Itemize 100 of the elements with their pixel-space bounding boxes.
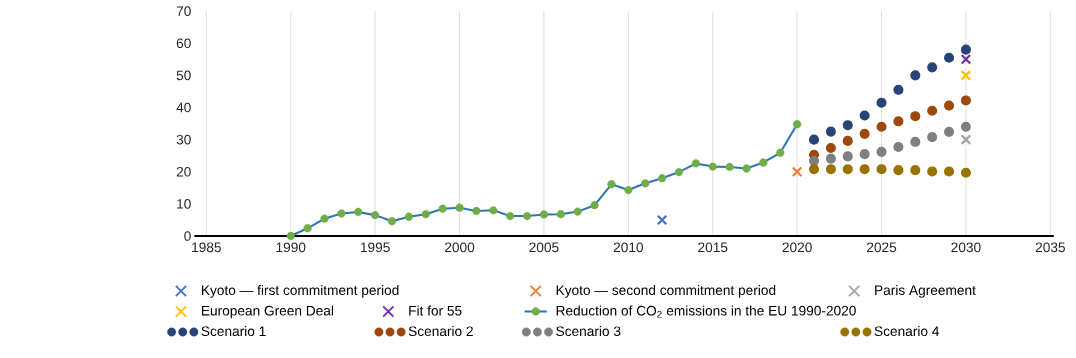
legend-label: Fit for 55 — [409, 305, 462, 316]
y-tick-label: 70 — [176, 6, 191, 16]
legend-label: Kyoto — first commitment period — [201, 284, 399, 298]
point — [708, 162, 717, 171]
point — [556, 209, 565, 219]
point — [438, 204, 447, 213]
point — [539, 210, 549, 219]
point — [691, 159, 700, 168]
point — [876, 164, 887, 175]
point — [387, 216, 397, 226]
point — [960, 121, 971, 132]
point — [842, 151, 853, 162]
point — [641, 179, 650, 188]
point — [489, 206, 498, 215]
point — [893, 84, 904, 95]
point — [656, 214, 668, 226]
point — [808, 164, 820, 175]
point — [725, 162, 734, 171]
point — [927, 166, 938, 177]
point — [842, 164, 853, 175]
point — [910, 110, 921, 122]
point — [455, 203, 464, 212]
point — [371, 210, 380, 220]
point — [808, 155, 820, 166]
point — [337, 209, 346, 218]
point — [825, 142, 836, 153]
point — [657, 173, 667, 183]
point — [859, 110, 870, 121]
x-tick-label: 2015 — [698, 242, 728, 252]
point — [960, 95, 971, 106]
point — [607, 180, 616, 189]
legend-label: Scenario 4 — [874, 325, 940, 336]
point — [927, 105, 938, 116]
point — [960, 134, 972, 145]
point — [960, 53, 972, 65]
point — [910, 136, 921, 147]
point — [590, 200, 599, 210]
point — [506, 211, 515, 221]
point — [859, 148, 870, 159]
point — [842, 119, 853, 131]
x-tick-label: 2035 — [1035, 242, 1065, 252]
point — [624, 185, 633, 195]
x-tick-label: 2005 — [529, 242, 559, 252]
legend-label: Kyoto — second commitment period — [556, 284, 776, 298]
x-tick-label: 2030 — [951, 242, 981, 252]
y-tick-label: 40 — [176, 102, 191, 113]
point — [927, 62, 938, 73]
point — [859, 164, 870, 175]
y-tick-label: 60 — [176, 38, 191, 48]
y-tick-label: 50 — [176, 70, 191, 81]
point — [303, 224, 312, 233]
point — [876, 97, 887, 108]
point — [791, 166, 803, 177]
point — [825, 126, 836, 137]
point — [286, 231, 295, 240]
point — [944, 126, 955, 137]
point — [960, 167, 971, 178]
x-tick-label: 1990 — [276, 242, 306, 252]
point — [944, 52, 955, 63]
point — [354, 207, 363, 216]
point — [320, 214, 329, 223]
x-tick-label: 2010 — [613, 242, 644, 252]
point — [421, 209, 430, 219]
point — [876, 121, 887, 132]
point — [825, 153, 836, 164]
y-tick-label: 20 — [176, 166, 191, 177]
point — [893, 116, 904, 127]
legend-label: Paris Agreement — [875, 284, 976, 298]
point — [876, 146, 887, 157]
legend-label: European Green Deal — [201, 305, 334, 319]
point — [960, 44, 971, 55]
x-tick-label: 1995 — [360, 242, 390, 252]
point — [808, 134, 820, 145]
point — [927, 131, 938, 142]
point — [825, 164, 836, 175]
point — [842, 135, 853, 146]
x-tick-label: 1985 — [192, 242, 221, 252]
y-tick-label: 30 — [176, 134, 191, 145]
point — [522, 211, 532, 221]
point — [674, 167, 684, 177]
point — [573, 207, 582, 216]
point — [404, 212, 413, 221]
point — [910, 70, 921, 81]
legend-label: Scenario 3 — [556, 325, 621, 336]
point — [776, 148, 785, 157]
point — [893, 141, 904, 152]
x-tick-label: 2020 — [782, 242, 812, 252]
point — [742, 164, 751, 173]
y-tick-label: 10 — [177, 198, 191, 209]
point — [472, 206, 481, 215]
x-tick-label: 2000 — [445, 242, 475, 252]
legend-label: Scenario 1 — [201, 325, 266, 336]
point — [910, 164, 921, 176]
y-tick-label: 0 — [184, 231, 191, 241]
legend-label: Reduction of CO$_{2}$ emissions in the EU 1990-2020 — [556, 305, 856, 318]
point — [859, 128, 870, 139]
point — [944, 166, 955, 177]
point — [793, 119, 802, 129]
point — [960, 69, 972, 81]
point — [893, 164, 904, 176]
